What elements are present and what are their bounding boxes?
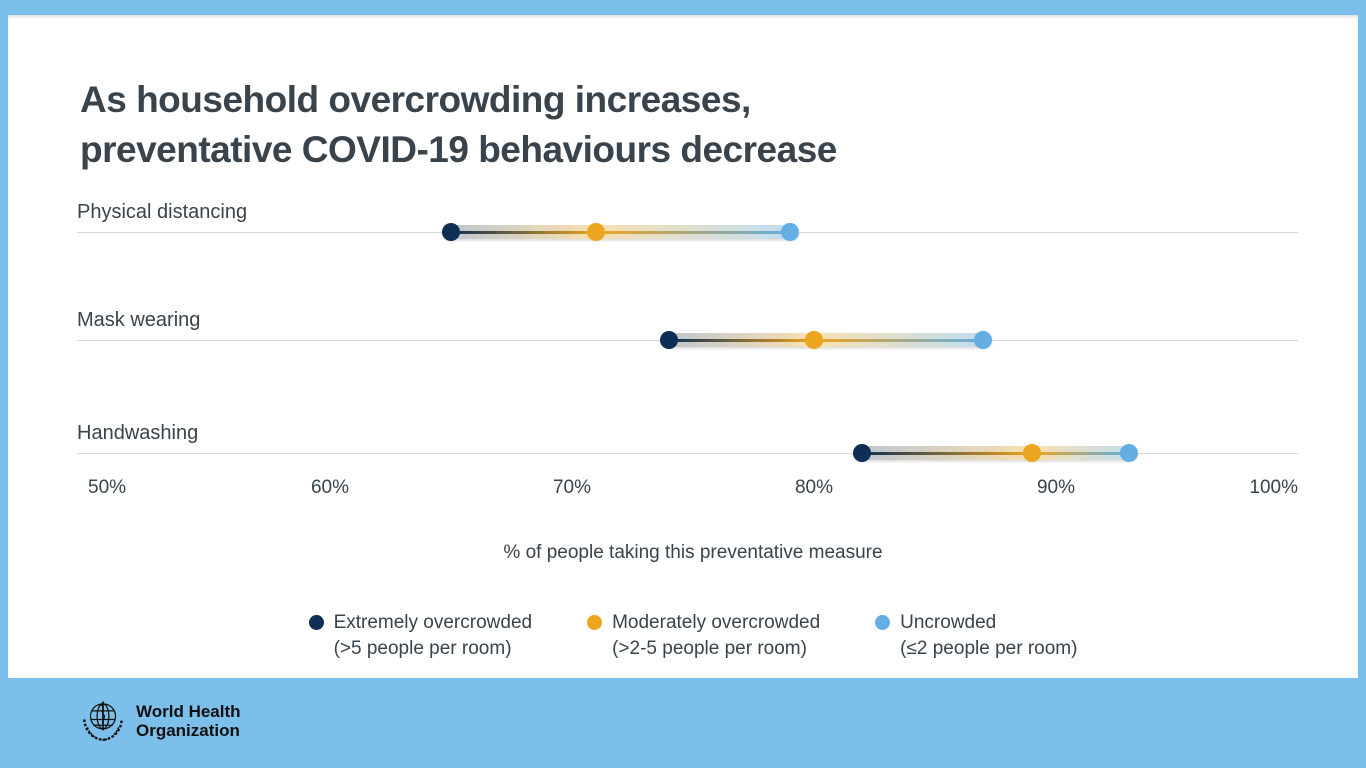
legend-item-extremely-overcrowded: Extremely overcrowded (>5 people per roo… xyxy=(308,610,533,662)
page-title: As household overcrowding increases, pre… xyxy=(80,75,837,175)
who-logo-text: World Health Organization xyxy=(136,702,241,740)
legend-label: Extremely overcrowded xyxy=(333,612,533,633)
dot-moderately-overcrowded xyxy=(587,223,606,241)
legend-sublabel: (≤2 people per room) xyxy=(900,638,1078,659)
page-title-line2: preventative COVID-19 behaviours decreas… xyxy=(80,129,837,170)
category-gridline xyxy=(77,453,1298,454)
x-axis-tick: 50% xyxy=(88,477,127,498)
who-logo: World Health Organization xyxy=(78,696,241,746)
dumbbell-line xyxy=(668,338,984,342)
legend-item-moderately-overcrowded: Moderately overcrowded (>2-5 people per … xyxy=(587,610,820,662)
x-axis-tick: 60% xyxy=(310,477,350,498)
dot-extremely-overcrowded xyxy=(442,223,460,241)
x-axis-label: % of people taking this preventative mea… xyxy=(503,542,883,563)
legend-item-uncrowded: Uncrowded (≤2 people per room) xyxy=(875,610,1077,662)
dot-uncrowded xyxy=(780,223,799,241)
chart-legend: Extremely overcrowded (>5 people per roo… xyxy=(88,610,1298,662)
dot-extremely-overcrowded xyxy=(659,331,678,349)
row-label: Handwashing xyxy=(77,422,199,444)
x-axis-tick: 90% xyxy=(1036,477,1076,498)
who-emblem-icon xyxy=(83,701,123,741)
legend-label: Uncrowded xyxy=(900,612,997,633)
row-label: Mask wearing xyxy=(77,309,201,331)
dot-moderately-overcrowded xyxy=(1022,444,1041,462)
x-axis-tick: 80% xyxy=(794,477,834,498)
dot-uncrowded xyxy=(974,331,993,349)
row-label: Physical distancing xyxy=(77,201,248,223)
x-axis-tick: 100% xyxy=(1249,477,1298,498)
legend-swatch-navy-icon xyxy=(308,615,324,630)
dumbbell-line xyxy=(451,230,790,234)
page-title-line1: As household overcrowding increases, xyxy=(80,79,751,120)
legend-label: Moderately overcrowded xyxy=(612,612,821,633)
legend-swatch-orange-icon xyxy=(587,615,603,630)
dot-extremely-overcrowded xyxy=(853,444,872,462)
legend-sublabel: (>2-5 people per room) xyxy=(612,638,807,659)
chart-card: As household overcrowding increases, pre… xyxy=(8,15,1358,678)
x-axis-tick: 70% xyxy=(552,477,592,498)
legend-swatch-lightblue-icon xyxy=(875,615,891,630)
dumbbell-line xyxy=(862,451,1129,455)
dot-uncrowded xyxy=(1119,444,1138,462)
dumbbell-chart: Physical distancing Mask wearing Handwashi… xyxy=(8,15,1358,678)
legend-sublabel: (>5 people per room) xyxy=(333,638,512,659)
dot-moderately-overcrowded xyxy=(805,331,823,349)
